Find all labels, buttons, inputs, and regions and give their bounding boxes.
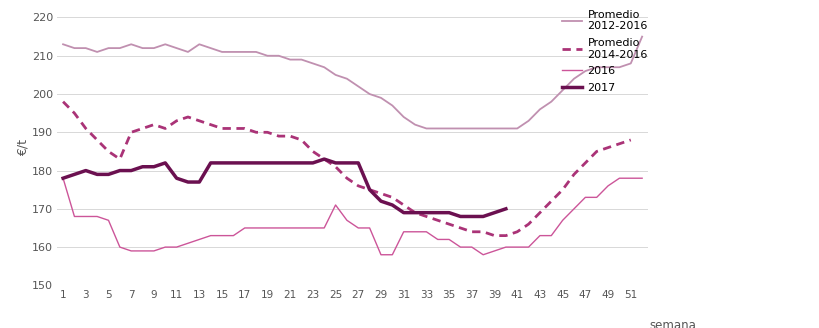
Text: semana: semana (649, 319, 695, 328)
Legend: Promedio
2012-2016, Promedio
2014-2016, 2016, 2017: Promedio 2012-2016, Promedio 2014-2016, … (561, 10, 647, 93)
Y-axis label: €/t: €/t (16, 139, 29, 156)
